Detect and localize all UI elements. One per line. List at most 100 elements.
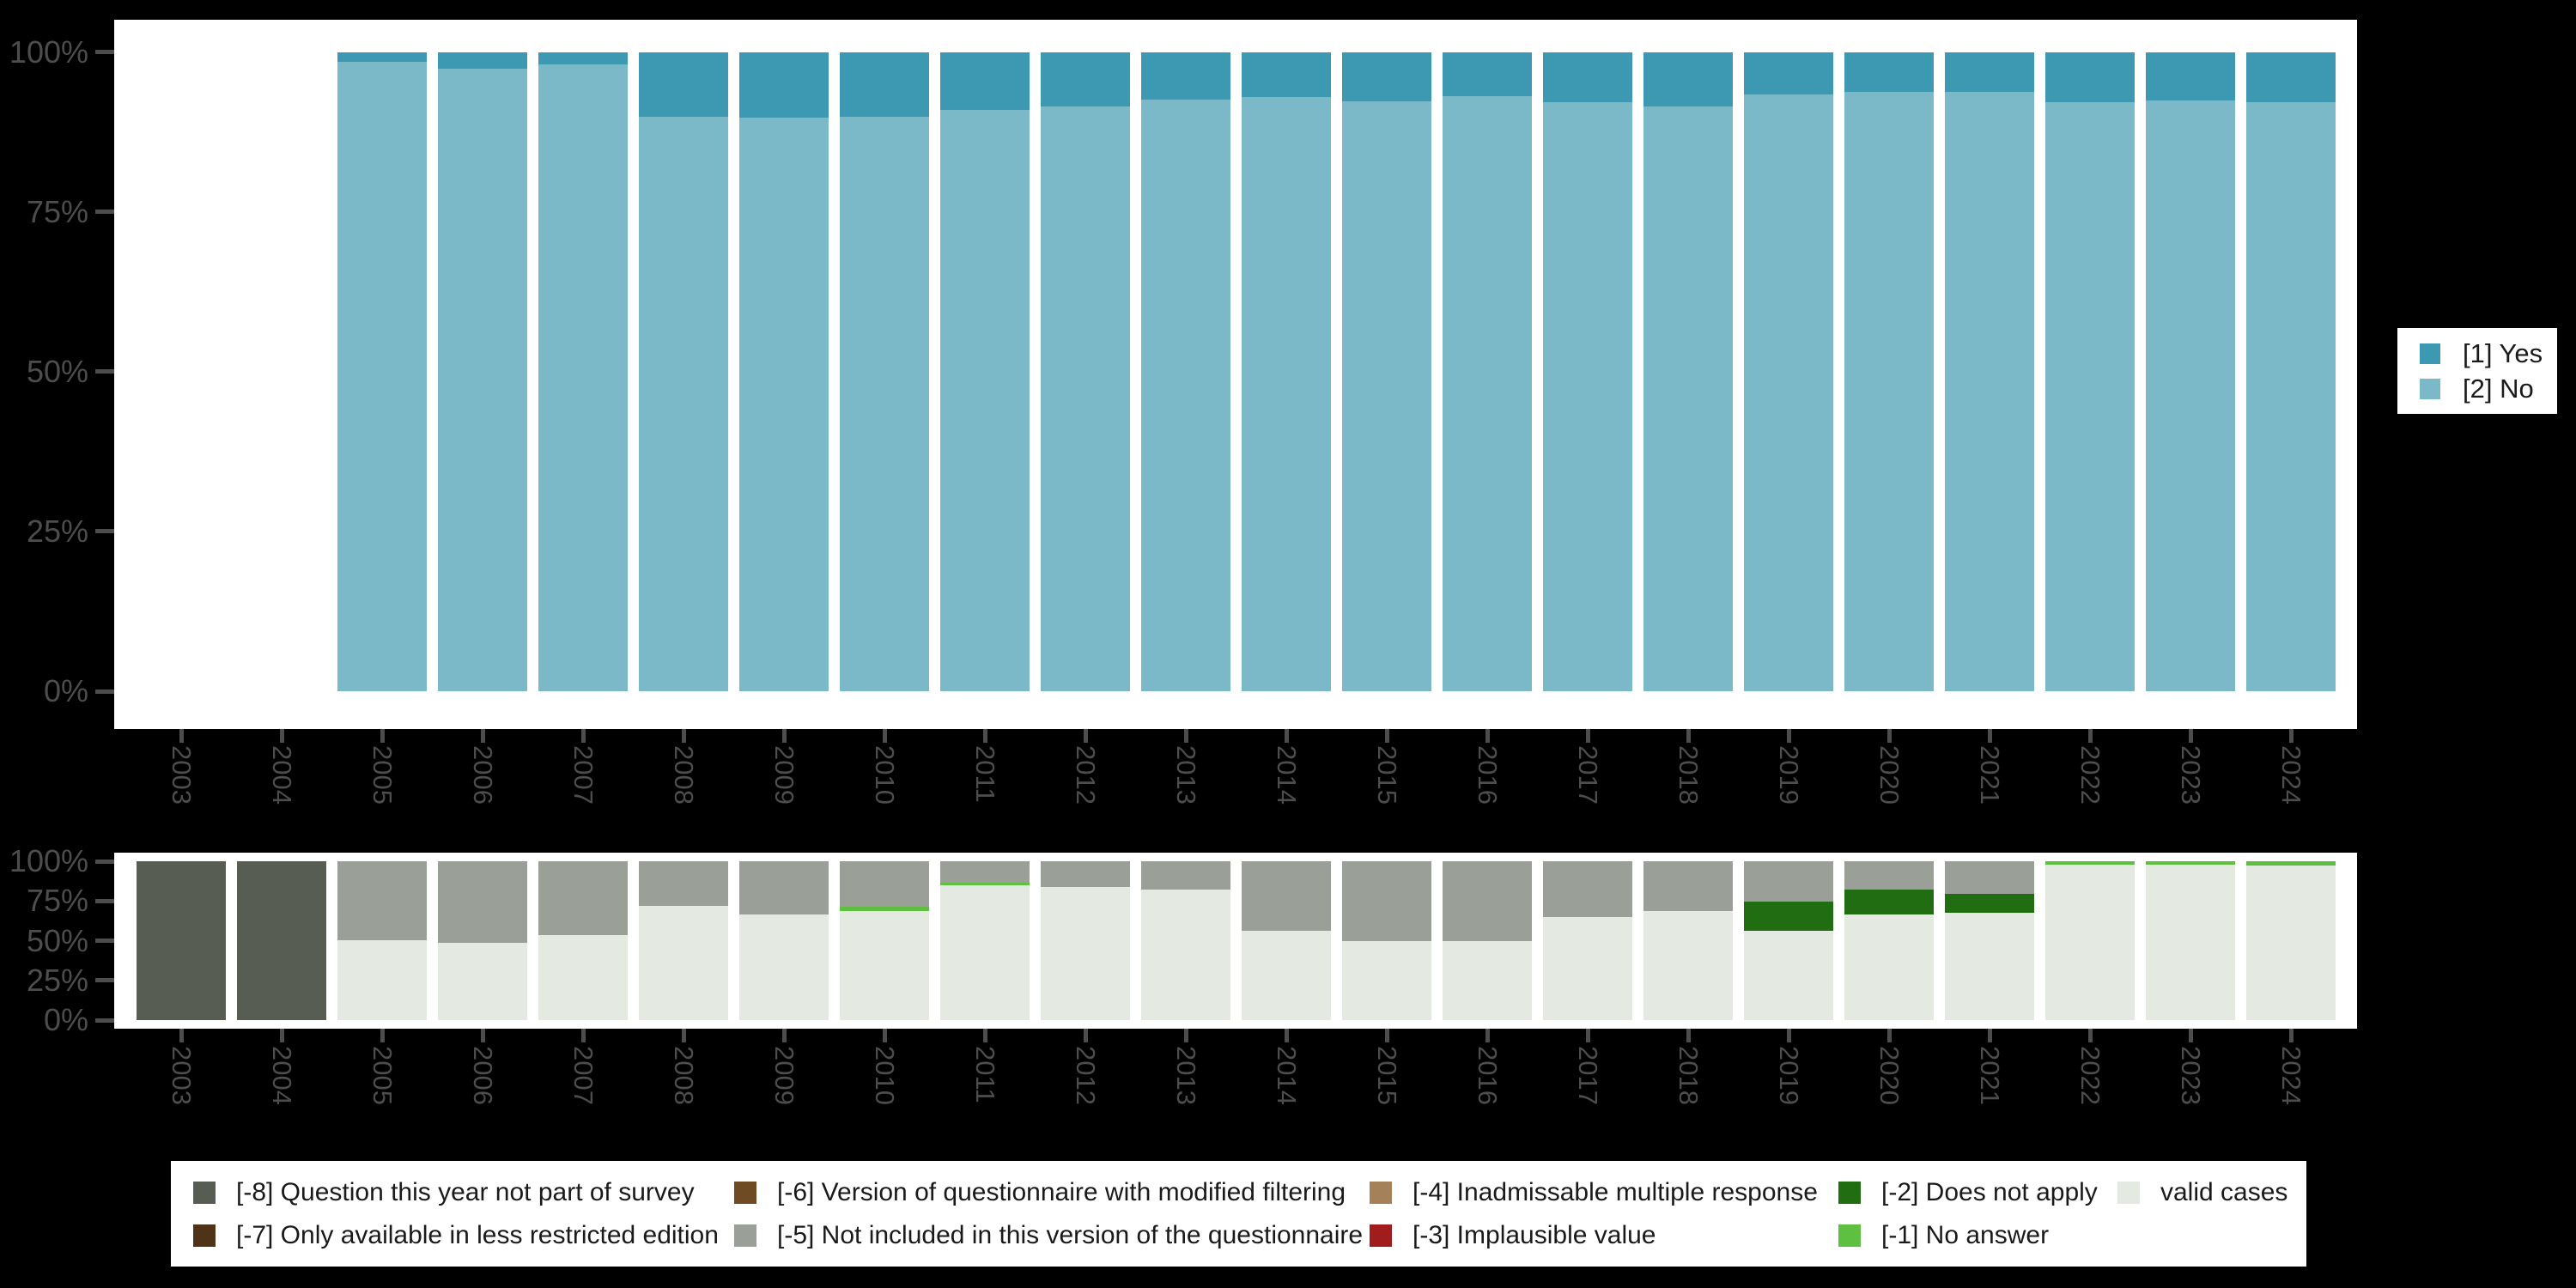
- missings-bar-2015: [1342, 861, 1431, 1020]
- response-segment-2017-yes: [1543, 52, 1632, 102]
- missings-segment-2017-m5: [1543, 861, 1632, 918]
- missings-ytick-label: 25%: [26, 962, 88, 998]
- missings-ytick-mark: [95, 978, 114, 983]
- missings-segment-2012-m5: [1041, 861, 1130, 888]
- response-segment-2010-yes: [840, 52, 929, 117]
- m6-swatch-icon: [734, 1182, 756, 1204]
- response-bar-2022: [2045, 52, 2135, 692]
- missings-ytick-mark: [95, 898, 114, 903]
- response-xtick-mark: [1183, 729, 1188, 743]
- missings-xtick-mark: [480, 1029, 485, 1042]
- missings-segment-2007-m5: [538, 861, 628, 936]
- missings-segment-2008-m5: [639, 861, 728, 907]
- missings-xtick-label-2006: 2006: [468, 1046, 498, 1105]
- response-xtick-mark: [1485, 729, 1490, 743]
- valid-swatch-icon: [2117, 1182, 2140, 1204]
- missings-ytick-mark: [95, 939, 114, 943]
- missing-legend-label-valid: valid cases: [2160, 1178, 2288, 1206]
- response-bar-2013: [1141, 52, 1230, 692]
- missings-segment-2010-valid: [840, 911, 929, 1020]
- missing-legend-entry-m8: [-8] Question this year not part of surv…: [193, 1180, 695, 1206]
- missings-segment-2017-valid: [1543, 917, 1632, 1020]
- missings-xtick-label-2008: 2008: [669, 1046, 699, 1105]
- missings-segment-2008-valid: [639, 906, 728, 1020]
- missings-segment-2021-valid: [1945, 912, 2034, 1020]
- response-segment-2005-yes: [337, 52, 427, 62]
- response-xtick-label-2004: 2004: [267, 745, 297, 805]
- missings-xtick-mark: [882, 1029, 887, 1042]
- response-segment-2024-no: [2246, 102, 2336, 691]
- response-segment-2013-no: [1141, 99, 1230, 691]
- missing-legend-entry-valid: valid cases: [2117, 1180, 2287, 1206]
- response-bar-2018: [1643, 52, 1733, 692]
- response-segment-2019-no: [1744, 94, 1833, 691]
- response-xtick-label-2008: 2008: [669, 745, 699, 805]
- missings-segment-2013-m5: [1141, 861, 1230, 890]
- no-swatch-icon: [2420, 378, 2440, 399]
- missings-segment-2015-m5: [1342, 861, 1431, 941]
- missings-segment-2024-valid: [2246, 865, 2336, 1020]
- response-segment-2024-yes: [2246, 52, 2336, 103]
- missing-legend-label-m2: [-2] Does not apply: [1881, 1178, 2098, 1206]
- response-xtick-mark: [882, 729, 887, 743]
- response-segment-2007-yes: [538, 52, 628, 65]
- missings-ytick-mark: [95, 1018, 114, 1023]
- response-bar-2019: [1744, 52, 1833, 692]
- response-segment-2014-yes: [1242, 52, 1331, 98]
- response-xtick-label-2020: 2020: [1874, 745, 1905, 805]
- response-bar-2010: [840, 52, 929, 692]
- response-bar-2021: [1945, 52, 2034, 692]
- missing-legend-entry-m1: [-1] No answer: [1838, 1223, 2049, 1249]
- missings-xtick-mark: [1585, 1029, 1590, 1042]
- missings-xtick-mark: [781, 1029, 787, 1042]
- missings-xtick-label-2004: 2004: [267, 1046, 297, 1105]
- response-xtick-label-2013: 2013: [1171, 745, 1201, 805]
- missings-segment-2021-m2: [1945, 893, 2034, 913]
- response-xtick-mark: [179, 729, 184, 743]
- response-segment-2014-no: [1242, 97, 1331, 691]
- response-segment-2019-yes: [1744, 52, 1833, 95]
- legend-entry-no: [2] No: [2420, 374, 2557, 404]
- missings-bar-2009: [739, 861, 829, 1020]
- missings-xtick-label-2015: 2015: [1372, 1046, 1402, 1105]
- response-ytick-mark: [95, 210, 114, 215]
- missings-segment-2009-valid: [739, 914, 829, 1020]
- missings-xtick-label-2023: 2023: [2176, 1046, 2206, 1105]
- response-xtick-label-2003: 2003: [167, 745, 197, 805]
- missings-segment-2015-valid: [1342, 940, 1431, 1020]
- missing-legend-entry-m3: [-3] Implausible value: [1370, 1223, 1656, 1249]
- missings-xtick-mark: [2087, 1029, 2093, 1042]
- m7-swatch-icon: [193, 1224, 216, 1247]
- missings-segment-2019-m2: [1744, 901, 1833, 931]
- response-segment-2012-no: [1041, 106, 1130, 691]
- missings-segment-2011-valid: [940, 884, 1030, 1020]
- legend-entry-yes: [1] Yes: [2420, 338, 2557, 369]
- response-xtick-label-2019: 2019: [1774, 745, 1804, 805]
- response-bar-2015: [1342, 52, 1431, 692]
- missings-segment-2019-valid: [1744, 930, 1833, 1020]
- response-ytick-label: 75%: [26, 193, 88, 229]
- missing-legend-entry-m4: [-4] Inadmissable multiple response: [1370, 1180, 1818, 1206]
- response-segment-2020-no: [1844, 92, 1934, 691]
- missings-segment-2007-valid: [538, 935, 628, 1020]
- missing-legend-label-m4: [-4] Inadmissable multiple response: [1413, 1178, 1818, 1206]
- m1-swatch-icon: [1838, 1224, 1861, 1247]
- missings-segment-2003-m8: [137, 861, 226, 1020]
- response-segment-2015-no: [1342, 100, 1431, 691]
- missings-segment-2023-valid: [2146, 864, 2235, 1020]
- missings-segment-2009-m5: [739, 861, 829, 914]
- missings-xtick-mark: [1987, 1029, 1992, 1042]
- missings-bar-2021: [1945, 861, 2034, 1020]
- response-xtick-label-2014: 2014: [1272, 745, 1302, 805]
- missing-legend-entry-m6: [-6] Version of questionnaire with modif…: [734, 1180, 1346, 1206]
- response-segment-2009-yes: [739, 52, 829, 118]
- response-bar-2005: [337, 52, 427, 692]
- response-xtick-label-2012: 2012: [1071, 745, 1101, 805]
- response-segment-2015-yes: [1342, 52, 1431, 101]
- response-xtick-label-2011: 2011: [970, 745, 1000, 803]
- missings-segment-2011-m1: [940, 883, 1030, 885]
- response-xtick-label-2016: 2016: [1473, 745, 1503, 805]
- missing-legend-label-m3: [-3] Implausible value: [1413, 1221, 1656, 1249]
- missings-bar-2006: [438, 861, 527, 1020]
- response-ytick-label: 0%: [43, 673, 88, 708]
